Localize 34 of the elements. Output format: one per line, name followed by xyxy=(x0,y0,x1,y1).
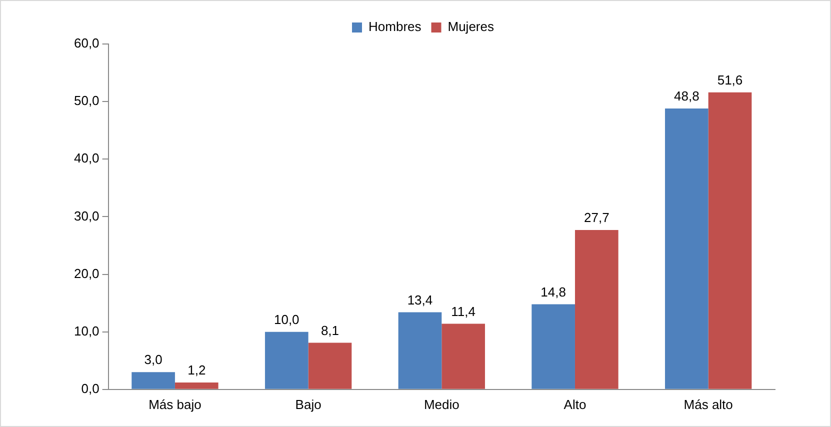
y-tick-label: 20,0 xyxy=(74,266,100,281)
bar xyxy=(264,332,308,389)
x-tick-label: Alto xyxy=(564,396,586,412)
x-tick-label: Bajo xyxy=(295,396,322,412)
legend-label: Mujeres xyxy=(448,19,494,34)
data-label: 51,6 xyxy=(717,72,743,88)
y-tick-label: 0,0 xyxy=(81,380,100,396)
bar xyxy=(132,372,175,389)
data-label: 14,8 xyxy=(540,284,566,300)
data-label: 11,4 xyxy=(451,304,476,319)
bar xyxy=(174,382,218,389)
y-tick-label: 10,0 xyxy=(74,323,100,338)
bar xyxy=(708,92,752,389)
data-label: 27,7 xyxy=(584,210,610,226)
y-tick-label: 30,0 xyxy=(74,208,100,224)
y-tick-label: 50,0 xyxy=(74,93,100,108)
data-label: 13,4 xyxy=(407,292,433,308)
bar xyxy=(398,312,442,389)
x-tick-label: Más bajo xyxy=(148,396,202,412)
bar xyxy=(574,230,618,389)
bar xyxy=(308,342,352,389)
x-tick-label: Medio xyxy=(424,396,460,412)
data-label: 3,0 xyxy=(144,352,162,368)
bar xyxy=(664,108,708,389)
y-tick-label: 40,0 xyxy=(74,150,100,166)
x-tick-label: Más alto xyxy=(684,396,733,412)
bar xyxy=(532,304,575,389)
data-label: 10,0 xyxy=(274,312,300,327)
bar xyxy=(442,324,485,389)
data-label: 48,8 xyxy=(674,88,700,104)
data-label: 1,2 xyxy=(188,362,206,378)
y-tick-label: 60,0 xyxy=(74,36,100,51)
data-label: 8,1 xyxy=(320,322,340,338)
legend-label: Hombres xyxy=(368,19,422,34)
